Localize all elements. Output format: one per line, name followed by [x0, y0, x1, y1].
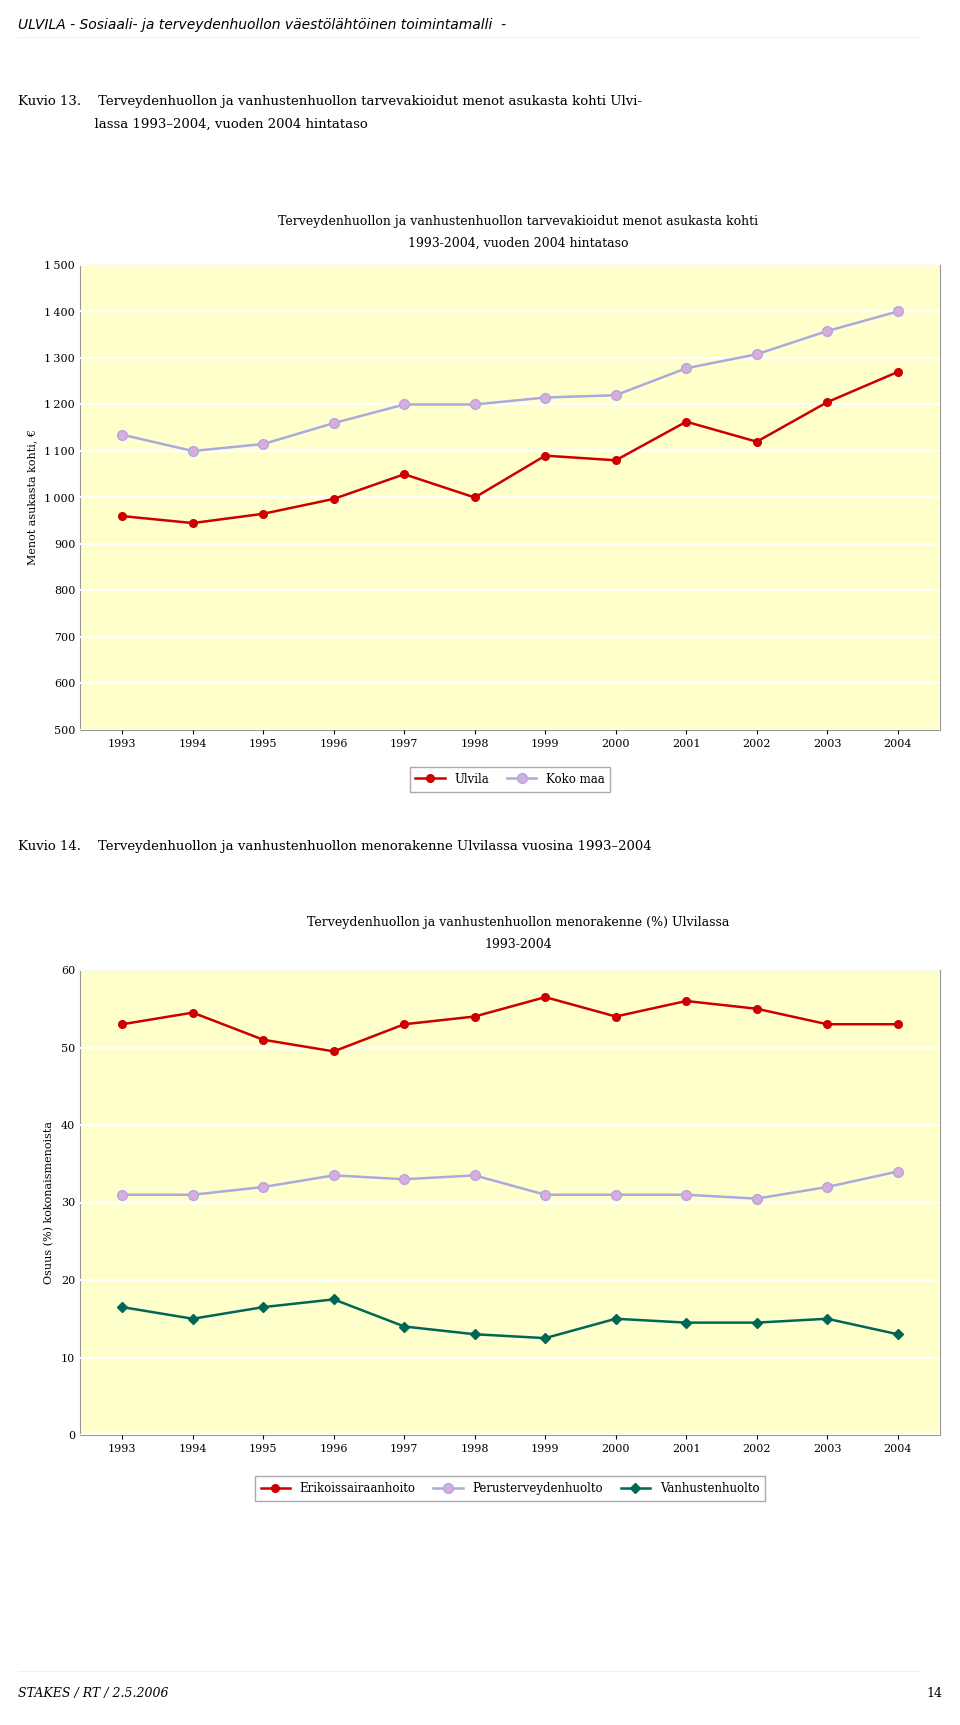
- Legend: Ulvila, Koko maa: Ulvila, Koko maa: [410, 766, 611, 792]
- Text: lassa 1993–2004, vuoden 2004 hintataso: lassa 1993–2004, vuoden 2004 hintataso: [18, 117, 368, 131]
- Text: Terveydenhuollon ja vanhustenhuollon menorakenne (%) Ulvilassa: Terveydenhuollon ja vanhustenhuollon men…: [307, 916, 730, 930]
- Text: ULVILA - Sosiaali- ja terveydenhuollon väestölähtöinen toimintamalli  -: ULVILA - Sosiaali- ja terveydenhuollon v…: [18, 17, 506, 33]
- Text: 1993-2004: 1993-2004: [485, 938, 552, 950]
- Y-axis label: Menot asukasta kohti, €: Menot asukasta kohti, €: [28, 430, 37, 566]
- Text: 14: 14: [926, 1687, 942, 1701]
- Text: STAKES / RT / 2.5.2006: STAKES / RT / 2.5.2006: [18, 1687, 169, 1701]
- Text: Kuvio 14.    Terveydenhuollon ja vanhustenhuollon menorakenne Ulvilassa vuosina : Kuvio 14. Terveydenhuollon ja vanhustenh…: [18, 840, 652, 852]
- Legend: Erikoissairaanhoito, Perusterveydenhuolto, Vanhustenhuolto: Erikoissairaanhoito, Perusterveydenhuolt…: [254, 1477, 765, 1501]
- Text: Terveydenhuollon ja vanhustenhuollon tarvevakioidut menot asukasta kohti: Terveydenhuollon ja vanhustenhuollon tar…: [278, 216, 758, 228]
- Text: 1993-2004, vuoden 2004 hintataso: 1993-2004, vuoden 2004 hintataso: [408, 236, 629, 250]
- Y-axis label: Osuus (%) kokonaismenoista: Osuus (%) kokonaismenoista: [43, 1121, 54, 1283]
- Text: Kuvio 13.    Terveydenhuollon ja vanhustenhuollon tarvevakioidut menot asukasta : Kuvio 13. Terveydenhuollon ja vanhustenh…: [18, 95, 642, 109]
